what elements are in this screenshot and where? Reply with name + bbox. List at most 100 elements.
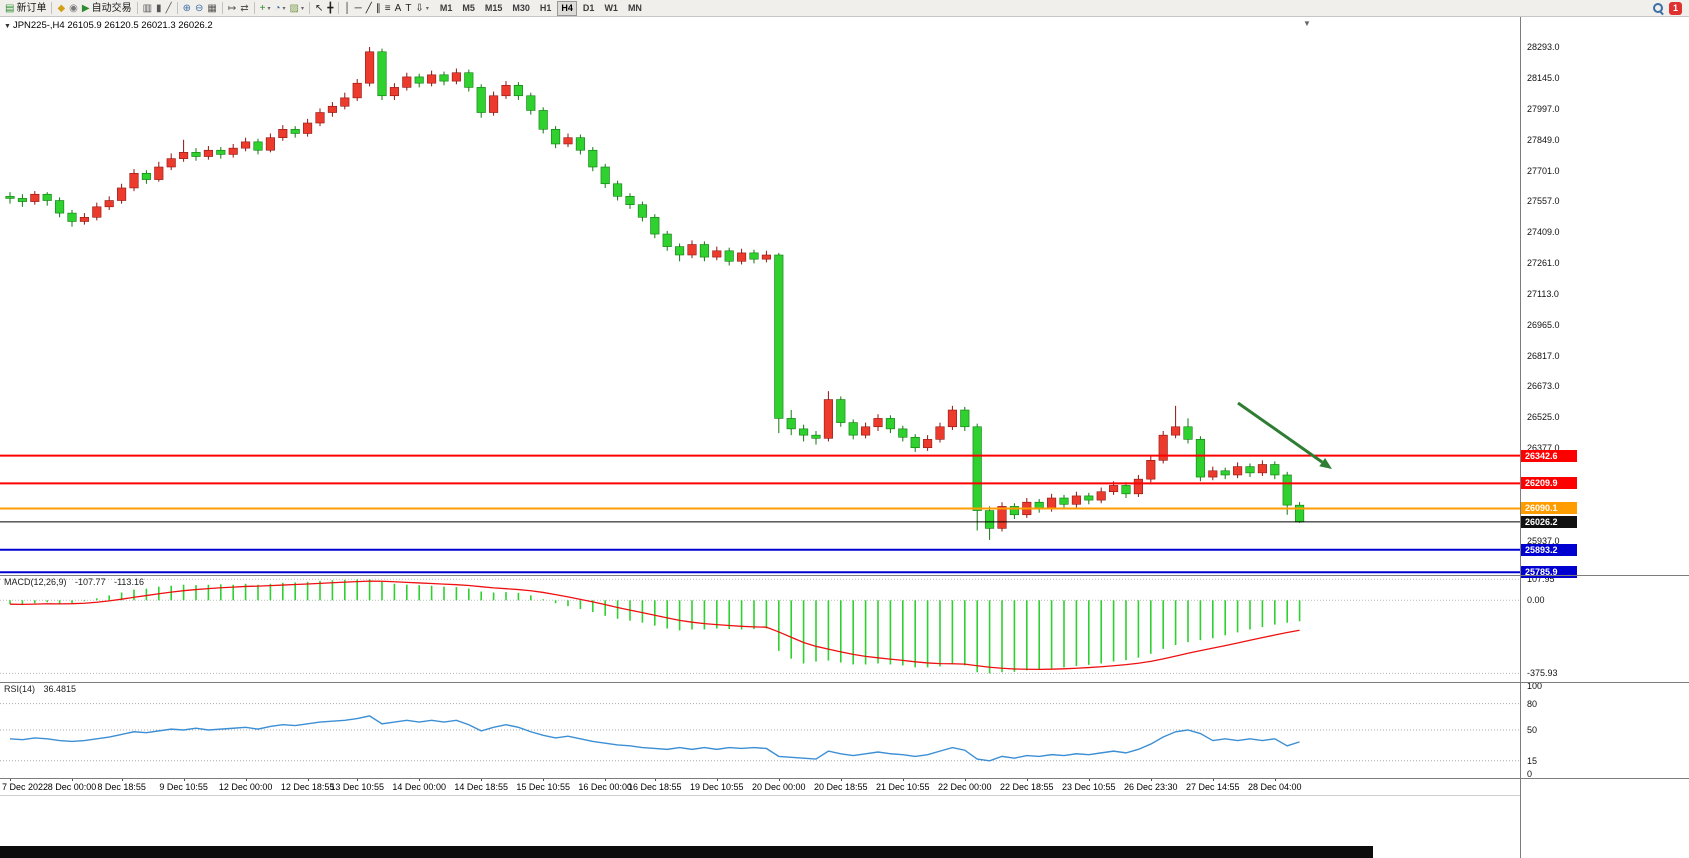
- time-label: 22 Dec 00:00: [938, 782, 992, 792]
- price-badge-25785.9: 25785.9: [1521, 566, 1577, 579]
- macd-pane[interactable]: [0, 575, 1520, 682]
- zoom-out-button[interactable]: ⊖: [193, 1, 205, 16]
- zoom-in-button[interactable]: ⊕: [181, 1, 193, 16]
- rsi-pane[interactable]: [0, 682, 1520, 778]
- new-order-button[interactable]: ▤ 新订单: [3, 1, 48, 16]
- candle-body: [1220, 470, 1230, 476]
- crosshair-button[interactable]: ╋: [325, 1, 335, 16]
- chart-expander-icon[interactable]: ▼: [4, 23, 11, 30]
- candle-body: [1171, 426, 1181, 436]
- timeframe-m15-button[interactable]: M15: [484, 2, 503, 13]
- zoom-out-icon: ⊖: [194, 2, 204, 14]
- candle-body: [5, 196, 15, 199]
- indicators-icon: +: [259, 2, 266, 14]
- trendline-button[interactable]: ╱: [364, 1, 374, 16]
- horizontal-line-button[interactable]: ─: [353, 1, 364, 16]
- candle-body: [265, 137, 275, 151]
- candle-body: [439, 74, 449, 82]
- timeframe-h4-button[interactable]: H4: [557, 0, 577, 16]
- timeframe-m1-button[interactable]: M1: [439, 2, 453, 13]
- vertical-line-button[interactable]: │: [342, 1, 352, 16]
- pane-separator[interactable]: [0, 575, 1689, 576]
- candle-body: [650, 216, 660, 235]
- autotrading-button[interactable]: ▶ 自动交易: [80, 1, 134, 16]
- price-tick-label: 26525.0: [1527, 412, 1560, 423]
- cursor-button[interactable]: ↖: [313, 1, 325, 16]
- line-chart-button[interactable]: ╱: [164, 1, 174, 16]
- channel-button[interactable]: ∥: [374, 1, 383, 16]
- candle-body: [253, 141, 263, 151]
- candle-body: [625, 196, 635, 206]
- candle-body: [923, 439, 933, 449]
- candle-body: [191, 152, 201, 157]
- metaeditor-button[interactable]: ◆: [55, 1, 67, 16]
- candle-body: [749, 252, 759, 260]
- candle-body: [1270, 464, 1280, 476]
- text-button[interactable]: A: [393, 1, 404, 16]
- periods-button[interactable]: ◔ ▾: [272, 1, 287, 16]
- time-label: 22 Dec 18:55: [1000, 782, 1054, 792]
- toolbar-separator: [338, 2, 340, 14]
- time-axis[interactable]: 7 Dec 2022 8 Dec 00:00 8 Dec 18:55 9 Dec 10…: [0, 778, 1520, 795]
- timeframe-m30-button[interactable]: M30: [512, 2, 530, 13]
- time-tick: [543, 778, 545, 781]
- candle-body: [104, 200, 114, 208]
- bar-chart-button[interactable]: ▥: [141, 1, 154, 16]
- label-button[interactable]: T: [403, 1, 413, 16]
- toolbar-buttons: ▤ 新订单 ◆ ◉ ▶ 自动交易 ▥ ▮ ╱ ⊕ ⊖ ▦ ↦ ⇄ + ▾ ◔ ▾ ▨ ▾ ↖ ╋ │ ─ ╱ ∥ ≡ A T ⇩ ▾: [3, 1, 431, 16]
- timeframe-w1-button[interactable]: W1: [604, 2, 618, 13]
- indicators-button[interactable]: + ▾: [258, 1, 273, 16]
- time-label: 16 Dec 00:00: [578, 782, 632, 792]
- candle-body: [885, 418, 895, 430]
- candle-body: [972, 426, 982, 511]
- price-axis[interactable]: 28293.0 28145.0 27997.0 27849.0 27701.0 27557…: [1521, 17, 1689, 858]
- candle-body: [203, 149, 213, 157]
- caret-down-icon: ▾: [282, 5, 286, 12]
- candle-body: [179, 152, 189, 159]
- chart-shift-marker-icon[interactable]: ▼: [1303, 19, 1311, 28]
- candle-body: [327, 105, 337, 113]
- time-tick: [72, 778, 73, 781]
- window-edge: [0, 795, 1520, 796]
- bar-chart-icon: ▥: [142, 2, 153, 14]
- macd-label: MACD(12,26,9) -107.77 -113.16: [4, 577, 144, 587]
- zoom-in-icon: ⊕: [182, 2, 191, 14]
- tile-windows-button[interactable]: ▦: [205, 1, 218, 16]
- candle-body: [141, 172, 151, 180]
- candle-body: [513, 84, 523, 97]
- chart-shift-icon: ⇄: [240, 2, 249, 14]
- candle-body: [414, 76, 424, 84]
- templates-button[interactable]: ▨ ▾: [288, 1, 306, 16]
- time-label: 16 Dec 18:55: [628, 782, 682, 792]
- timeframe-m5-button[interactable]: M5: [462, 2, 475, 13]
- chart-shift-button[interactable]: ⇄: [238, 1, 250, 16]
- trend-arrow-annotation[interactable]: [1237, 401, 1332, 469]
- auto-scroll-button[interactable]: ↦: [226, 1, 238, 16]
- pane-separator[interactable]: [0, 682, 1689, 683]
- notification-badge[interactable]: 1: [1669, 1, 1682, 15]
- fibonacci-button[interactable]: ≡: [383, 1, 393, 16]
- timeframe-h1-button[interactable]: H1: [539, 2, 552, 13]
- market-watch-button[interactable]: ◉: [67, 1, 80, 16]
- time-label: 7 Dec 2022: [2, 782, 49, 792]
- candle-body: [42, 193, 52, 201]
- time-label: 20 Dec 18:55: [814, 782, 868, 792]
- candlestick-chart-button[interactable]: ▮: [154, 1, 164, 16]
- price-tick-label: 26377.0: [1527, 443, 1560, 454]
- tile-windows-icon: ▦: [207, 2, 217, 14]
- arrows-button[interactable]: ⇩ ▾: [413, 1, 430, 16]
- search-icon[interactable]: [1653, 2, 1664, 14]
- candle-body: [600, 166, 610, 185]
- main-chart[interactable]: [0, 17, 1520, 575]
- candle-body: [761, 254, 771, 260]
- timeframe-mn-button[interactable]: MN: [627, 2, 642, 13]
- new-order-icon: ▤: [5, 2, 15, 14]
- time-tick: [357, 778, 359, 781]
- candle-body: [241, 141, 251, 149]
- market-watch-icon: ◉: [69, 2, 78, 14]
- chart-title: ▼ JPN225-,H4 26105.9 26120.5 26021.3 2602…: [4, 20, 213, 31]
- candle-body: [699, 244, 709, 258]
- timeframe-d1-button[interactable]: D1: [582, 2, 595, 13]
- candle-body: [55, 200, 65, 214]
- metaeditor-icon: ◆: [57, 2, 66, 14]
